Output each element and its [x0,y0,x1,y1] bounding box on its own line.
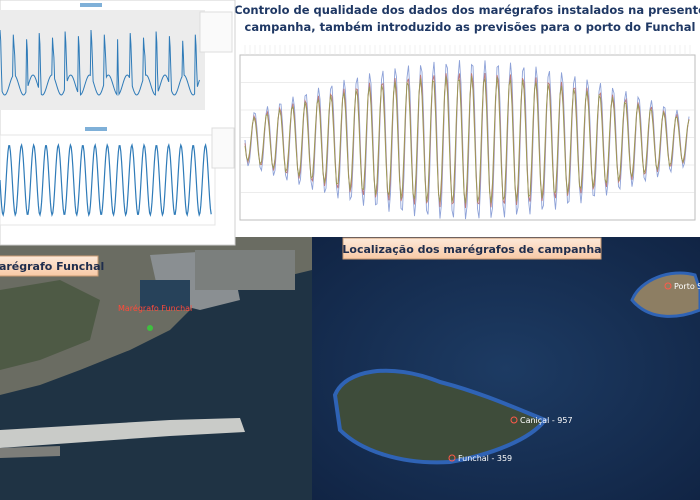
place-label: Caniçal - 957 [520,416,573,425]
harbor-image: Marégrafo Funchal [0,237,312,500]
harbor-map-label: Marégrafo Funchal [118,303,192,313]
harbor-label-box [0,255,99,277]
place-label: Funchal - 359 [458,454,512,463]
place-label: Porto Santo [674,282,700,291]
slide-title: Controlo de qualidade dos dados dos maré… [234,3,700,34]
decorative-curve [0,29,200,97]
map-label-box [342,237,602,260]
map-label: Localização dos marégrafos de campanha [342,243,601,256]
decorative-curve [0,143,212,217]
harbor-label: Marégrafo Funchal [0,260,104,273]
islands-map: Porto Santo Caniçal - 957 Funchal - 359 [312,237,700,500]
small-chart [0,127,235,226]
small-chart [0,3,233,110]
decorative-curve [244,60,690,220]
tide-chart [239,45,696,221]
gauge-marker [147,325,153,331]
decorative-curve [244,76,690,204]
